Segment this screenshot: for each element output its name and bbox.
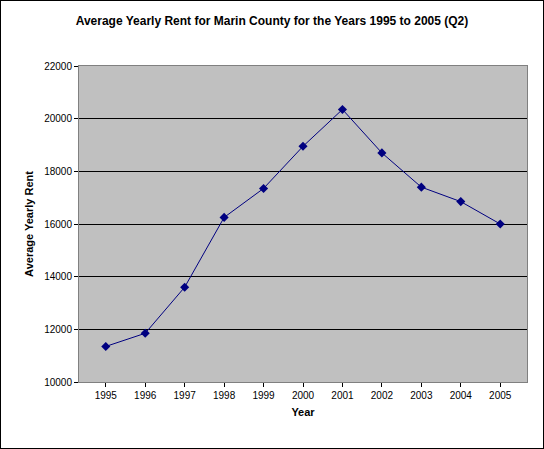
svg-text:10000: 10000 [44,377,72,388]
svg-text:12000: 12000 [44,324,72,335]
svg-text:14000: 14000 [44,271,72,282]
svg-text:2003: 2003 [410,390,433,401]
svg-text:Average Yearly Rent for Marin: Average Yearly Rent for Marin County for… [76,14,469,28]
svg-text:2000: 2000 [292,390,315,401]
svg-text:16000: 16000 [44,219,72,230]
svg-text:2004: 2004 [450,390,473,401]
svg-text:18000: 18000 [44,166,72,177]
svg-text:Average Yearly Rent: Average Yearly Rent [23,171,35,277]
svg-text:22000: 22000 [44,61,72,72]
svg-text:Year: Year [291,406,315,418]
svg-text:2005: 2005 [489,390,512,401]
svg-text:2001: 2001 [331,390,354,401]
svg-text:2002: 2002 [371,390,394,401]
svg-text:1997: 1997 [174,390,197,401]
svg-text:1999: 1999 [252,390,275,401]
svg-text:1995: 1995 [95,390,118,401]
svg-text:20000: 20000 [44,113,72,124]
svg-text:1996: 1996 [134,390,157,401]
svg-text:1998: 1998 [213,390,236,401]
